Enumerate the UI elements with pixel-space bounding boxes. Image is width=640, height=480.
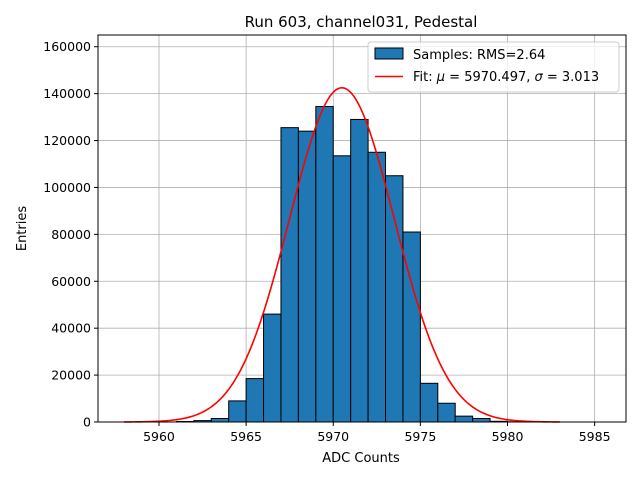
legend-fit-prefix: Fit: [413, 70, 437, 85]
x-axis-ticks: 5960 5965 5970 5975 5980 5985 [143, 422, 611, 444]
histogram-bar [437, 402, 456, 423]
histogram-bar [350, 118, 369, 423]
legend-fit-sigma-value: = 3.013 [543, 70, 599, 85]
y-tick-label: 0 [83, 415, 91, 430]
histogram-bar [245, 378, 265, 423]
y-tick-label: 40000 [51, 321, 91, 336]
legend-box [367, 41, 620, 93]
x-tick-label: 5985 [579, 429, 611, 444]
histogram-bars [175, 106, 526, 423]
histogram-bar [385, 175, 404, 423]
y-tick-label: 160000 [43, 39, 91, 54]
y-tick-label: 60000 [51, 274, 91, 289]
x-tick-label: 5975 [404, 429, 436, 444]
histogram-bar [419, 382, 439, 423]
histogram-bar [263, 313, 282, 423]
fit-curve [124, 86, 560, 423]
histogram-bar [454, 415, 474, 423]
fit-curve-group [124, 86, 560, 423]
plot-frame [97, 34, 627, 423]
legend-fit-mu-symbol: μ [436, 70, 445, 85]
y-tick-label: 140000 [43, 86, 91, 101]
histogram-bar [315, 106, 334, 423]
y-tick-label: 100000 [43, 180, 91, 195]
y-tick-label: 120000 [43, 133, 91, 148]
x-tick-label: 5965 [230, 429, 262, 444]
legend-fit-mu-value: = 5970.497, [445, 70, 534, 85]
chart-title: Run 603, channel031, Pedestal [245, 13, 478, 31]
histogram-bar [280, 127, 299, 423]
legend: Samples: RMS=2.64 Fit: μ = 5970.497, σ =… [367, 41, 620, 93]
y-axis-label: Entries [15, 206, 30, 252]
histogram-bar [472, 417, 491, 423]
y-tick-label: 20000 [51, 368, 91, 383]
x-tick-label: 5980 [492, 429, 524, 444]
histogram-bar [332, 155, 352, 423]
x-axis-label: ADC Counts [322, 451, 400, 466]
x-tick-label: 5970 [317, 429, 349, 444]
histogram-bar [367, 151, 387, 423]
legend-label-fit: Fit: μ = 5970.497, σ = 3.013 [413, 70, 599, 85]
legend-fit-sigma-symbol: σ [535, 70, 544, 85]
legend-label-samples: Samples: RMS=2.64 [413, 48, 545, 63]
y-axis-ticks: 0 20000 40000 60000 80000 100000 120000 140000 1… [43, 39, 98, 430]
y-tick-label: 80000 [51, 227, 91, 242]
histogram-bar [228, 400, 247, 423]
legend-swatch-samples [374, 47, 404, 60]
histogram-bar [210, 417, 230, 423]
x-tick-label: 5960 [143, 429, 175, 444]
